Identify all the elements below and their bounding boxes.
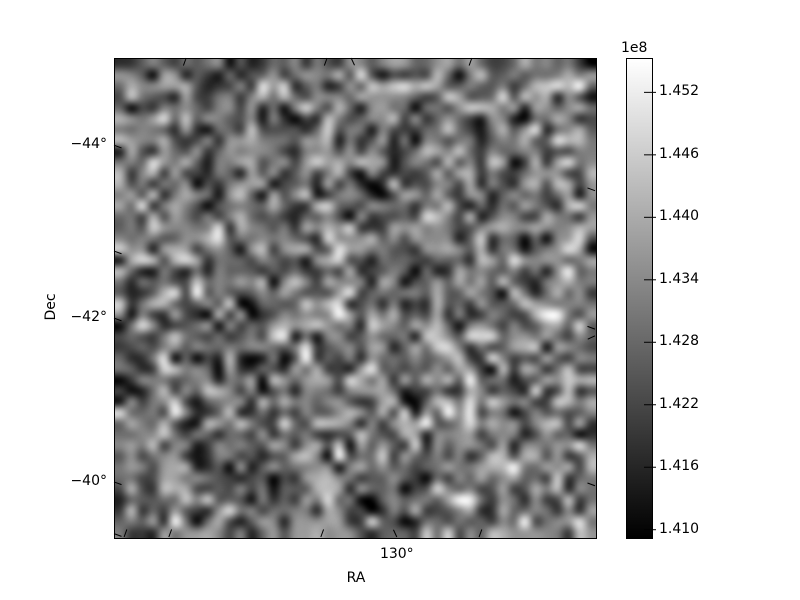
- colorbar-tick-label: 1.434: [659, 270, 700, 287]
- x-tick-label: 130°: [379, 546, 414, 562]
- colorbar: [626, 58, 653, 539]
- colorbar-tick-label: 1.422: [659, 395, 700, 412]
- y-tick-label: −42°: [70, 309, 107, 326]
- x-axis-label: RA: [346, 570, 366, 586]
- colorbar-gradient: [627, 59, 652, 538]
- heatmap-canvas: [115, 59, 596, 538]
- colorbar-scale-label: 1e8: [621, 40, 648, 56]
- colorbar-tick-label: 1.452: [659, 83, 700, 100]
- colorbar-tick-label: 1.410: [659, 520, 700, 537]
- colorbar-tick-label: 1.440: [659, 208, 700, 225]
- colorbar-tick-label: 1.416: [659, 458, 700, 475]
- y-tick-label: −44°: [70, 136, 107, 153]
- colorbar-tick-label: 1.428: [659, 333, 700, 350]
- colorbar-tick-label: 1.446: [659, 145, 700, 162]
- heatmap-plot: [114, 58, 597, 539]
- y-tick-label: −40°: [70, 472, 107, 489]
